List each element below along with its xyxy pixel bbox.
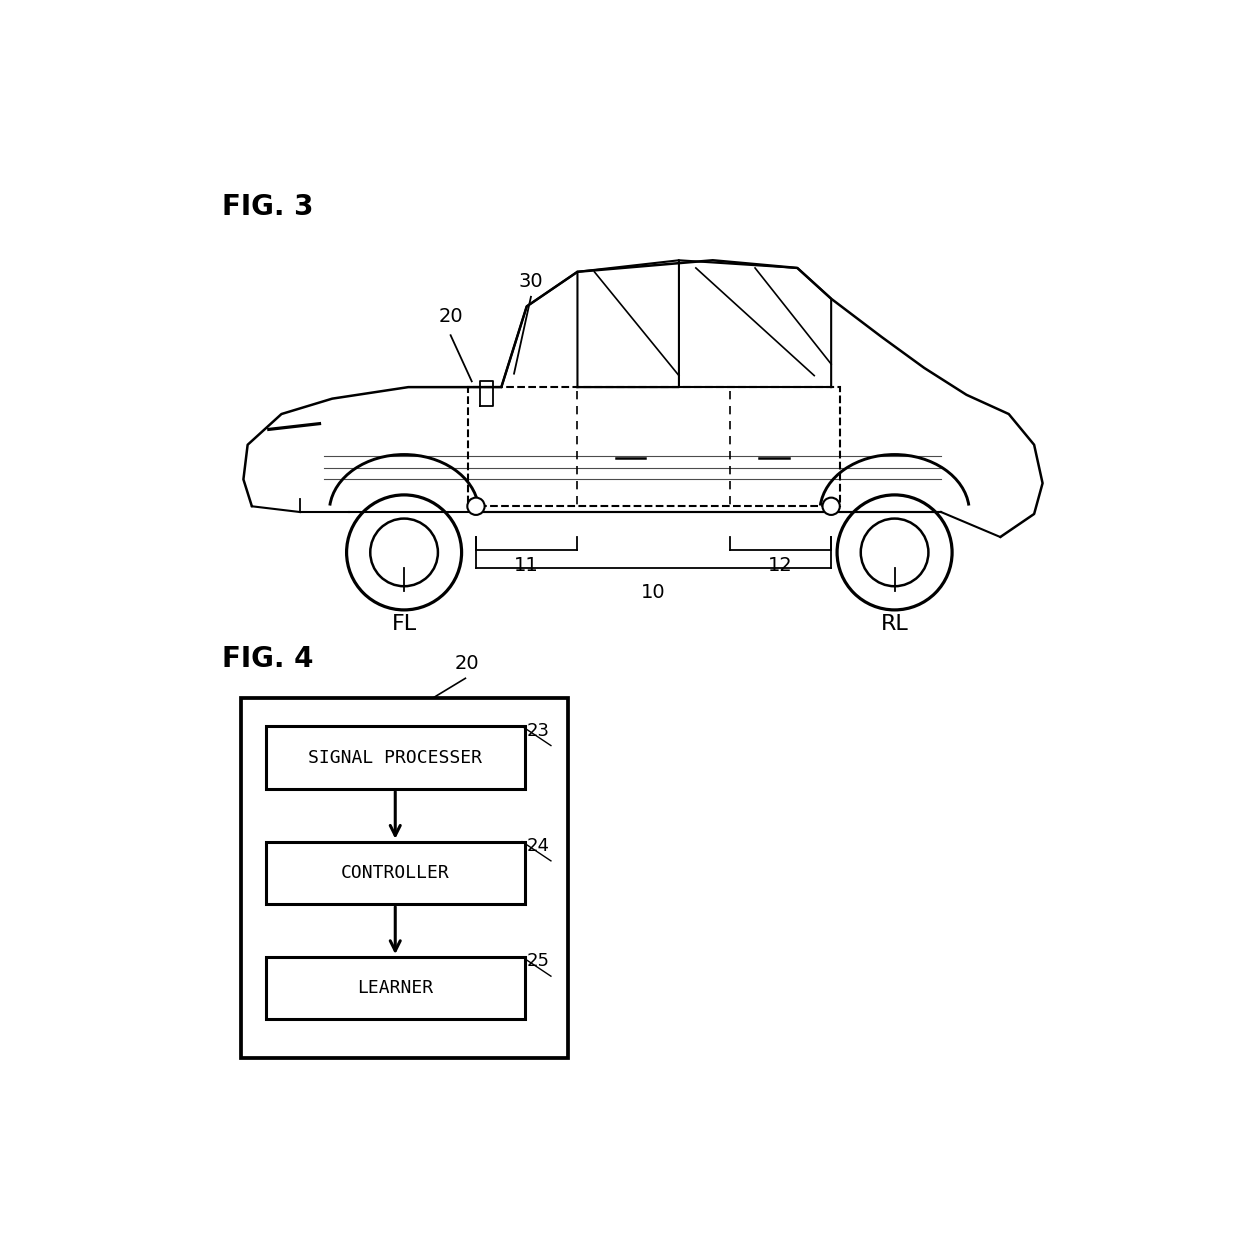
Bar bbox=[467, 387, 839, 507]
Text: 20: 20 bbox=[455, 654, 480, 674]
Text: SIGNAL PROCESSER: SIGNAL PROCESSER bbox=[309, 749, 482, 766]
Text: FL: FL bbox=[392, 614, 417, 634]
Circle shape bbox=[822, 498, 839, 515]
Bar bbox=[265, 841, 525, 904]
Bar bbox=[265, 957, 525, 1020]
Text: 20: 20 bbox=[438, 307, 463, 326]
Bar bbox=[265, 726, 525, 789]
Text: 12: 12 bbox=[768, 557, 792, 575]
Text: 25: 25 bbox=[527, 952, 549, 970]
Text: 30: 30 bbox=[518, 272, 543, 291]
Bar bbox=[242, 698, 568, 1058]
Text: 10: 10 bbox=[641, 583, 666, 602]
Text: RL: RL bbox=[880, 614, 909, 634]
Text: FIG. 3: FIG. 3 bbox=[222, 193, 314, 221]
Text: 23: 23 bbox=[527, 721, 549, 740]
Text: 24: 24 bbox=[527, 837, 549, 855]
Text: FIG. 4: FIG. 4 bbox=[222, 645, 314, 673]
Text: CONTROLLER: CONTROLLER bbox=[341, 864, 450, 882]
Circle shape bbox=[467, 498, 485, 515]
Text: 11: 11 bbox=[515, 557, 539, 575]
Text: LEARNER: LEARNER bbox=[357, 980, 433, 997]
